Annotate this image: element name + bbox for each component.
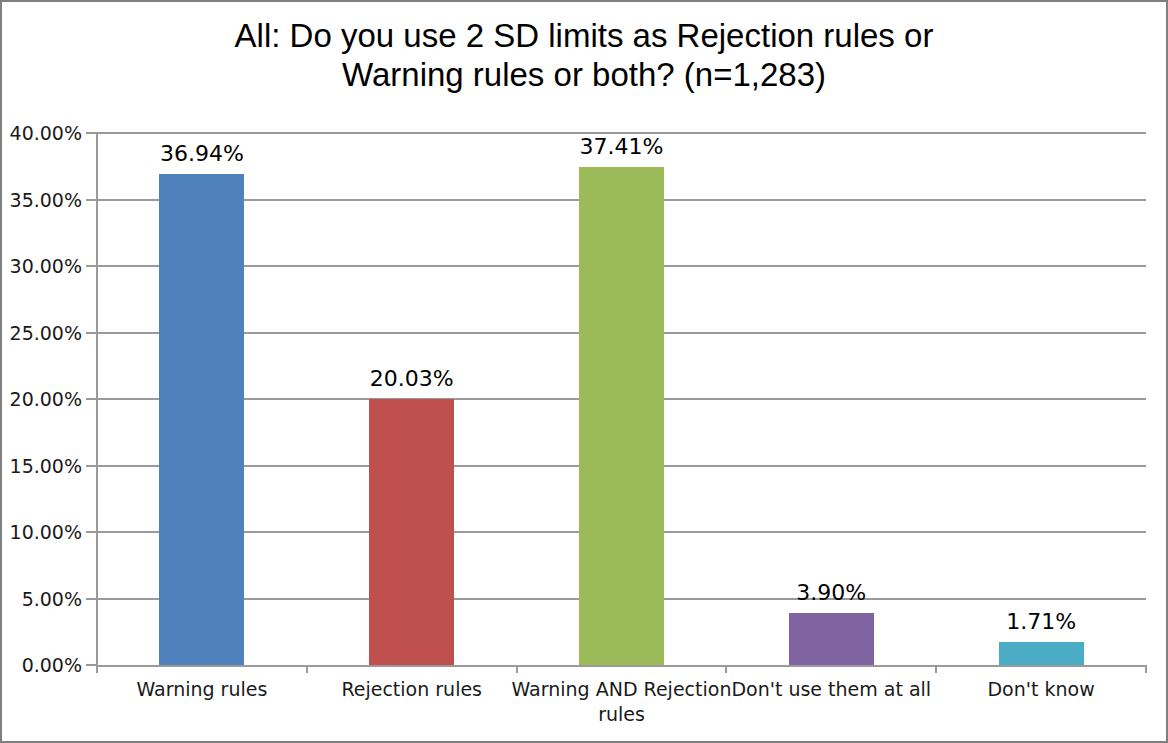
bar-2 xyxy=(369,399,454,665)
bar-data-label: 1.71% xyxy=(936,609,1146,635)
x-axis-tick xyxy=(725,665,727,673)
x-axis xyxy=(97,665,1146,667)
category-label: Warning AND Rejection rules xyxy=(507,677,737,727)
y-tick-label: 5.00% xyxy=(2,587,82,611)
category-label: Don't use them at all xyxy=(716,677,946,702)
y-tick-label: 30.00% xyxy=(2,254,82,278)
y-tick-label: 0.00% xyxy=(2,653,82,677)
bar-data-label: 20.03% xyxy=(307,366,517,392)
bar-data-label: 37.41% xyxy=(517,134,727,160)
x-axis-tick xyxy=(516,665,518,673)
category-label: Rejection rules xyxy=(297,677,527,702)
chart-title: All: Do you use 2 SD limits as Rejection… xyxy=(2,16,1166,94)
x-axis-tick xyxy=(935,665,937,673)
x-axis-tick xyxy=(96,665,98,673)
bar-1 xyxy=(159,174,244,665)
bar-data-label: 3.90% xyxy=(726,580,936,606)
chart-canvas: All: Do you use 2 SD limits as Rejection… xyxy=(0,0,1168,743)
y-tick-label: 10.00% xyxy=(2,520,82,544)
chart-title-line-2: Warning rules or both? (n=1,283) xyxy=(2,55,1166,94)
y-tick-label: 25.00% xyxy=(2,321,82,345)
category-label: Warning rules xyxy=(87,677,317,702)
chart-title-line-1: All: Do you use 2 SD limits as Rejection… xyxy=(2,16,1166,55)
y-tick-label: 35.00% xyxy=(2,188,82,212)
bar-data-label: 36.94% xyxy=(97,141,307,167)
y-tick-label: 15.00% xyxy=(2,454,82,478)
y-axis xyxy=(96,133,98,672)
x-axis-tick xyxy=(1145,665,1147,673)
bar-3 xyxy=(579,167,664,665)
x-axis-tick xyxy=(306,665,308,673)
bar-4 xyxy=(789,613,874,665)
y-tick-label: 40.00% xyxy=(2,121,82,145)
y-tick-label: 20.00% xyxy=(2,387,82,411)
category-label: Don't know xyxy=(926,677,1156,702)
bar-5 xyxy=(999,642,1084,665)
